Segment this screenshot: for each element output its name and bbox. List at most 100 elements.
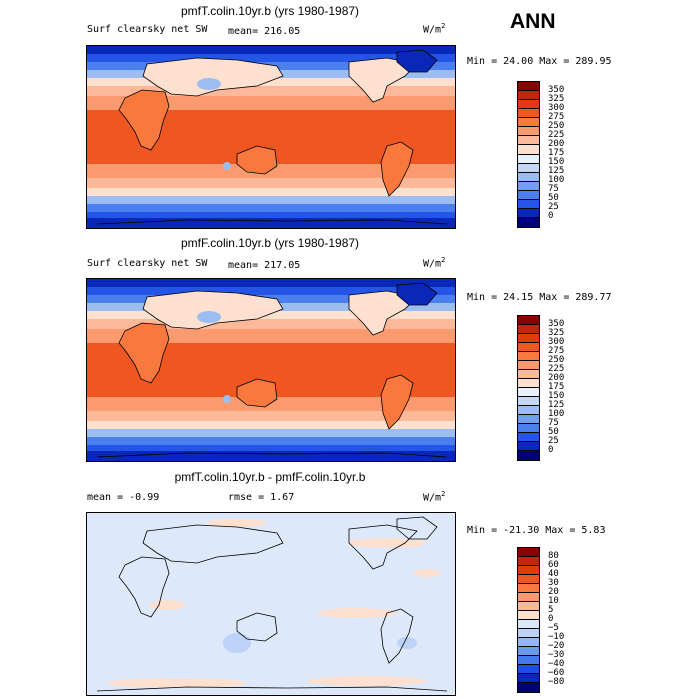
colorbar-cell xyxy=(518,334,539,343)
colorbar-tick-label: 0 xyxy=(548,211,554,222)
colorbar-cell xyxy=(518,647,539,656)
colorbar-cell xyxy=(518,442,539,451)
colorbar-tick-label: 175 xyxy=(548,148,565,158)
colorbar-tick-label: 60 xyxy=(548,559,559,570)
panel1-colorbar-labels: 350 325 300 275 250 225 200 175 150 125 100 75 50 25 0 xyxy=(548,81,588,226)
colorbar-cell xyxy=(518,656,539,665)
colorbar-tick-label: 10 xyxy=(548,595,559,606)
colorbar-cell xyxy=(518,566,539,575)
colorbar-cell xyxy=(518,406,539,415)
colorbar-cell xyxy=(518,190,539,200)
colorbar-tick-label: 125 xyxy=(548,166,565,177)
colorbar-cell xyxy=(518,82,539,92)
colorbar-cell xyxy=(518,172,539,182)
colorbar-cell xyxy=(518,593,539,602)
colorbar-cell xyxy=(518,127,539,137)
colorbar-cell xyxy=(518,602,539,611)
panel2-colorbar xyxy=(517,315,540,461)
colorbar-cell xyxy=(518,352,539,361)
panel1-left-label: Surf clearsky net SW xyxy=(87,24,208,35)
colorbar-tick-label: 325 xyxy=(548,93,565,104)
panel1-map xyxy=(86,45,456,229)
colorbar-tick-label: −5 xyxy=(548,622,559,633)
season-label: ANN xyxy=(510,10,556,33)
colorbar-cell xyxy=(518,683,539,692)
colorbar-tick-label: −30 xyxy=(548,649,565,660)
panel3-title: pmfT.colin.10yr.b - pmfF.colin.10yr.b xyxy=(174,470,366,484)
colorbar-tick-label: 50 xyxy=(548,426,559,437)
colorbar-tick-label: 350 xyxy=(548,318,565,329)
panel2-stats: Min = 24.15 Max = 289.77 xyxy=(467,292,612,303)
panel2-units: W/m2 xyxy=(423,256,446,270)
colorbar-cell xyxy=(518,674,539,683)
colorbar-tick-label: 275 xyxy=(548,111,565,122)
colorbar-tick-label: 125 xyxy=(548,399,565,410)
panel2-title: pmfF.colin.10yr.b (yrs 1980-1987) xyxy=(180,236,360,250)
colorbar-cell xyxy=(518,361,539,370)
panel2-left-label: Surf clearsky net SW xyxy=(87,258,208,269)
colorbar-cell xyxy=(518,208,539,218)
colorbar-tick-label: 25 xyxy=(548,202,559,213)
panel3-stats: Min = -21.30 Max = 5.83 xyxy=(467,525,606,536)
colorbar-cell xyxy=(518,665,539,674)
colorbar-cell xyxy=(518,397,539,406)
colorbar-tick-label: −20 xyxy=(548,640,565,651)
colorbar-tick-label: 100 xyxy=(548,175,565,186)
panel3-units: W/m2 xyxy=(423,490,446,504)
colorbar-tick-label: 325 xyxy=(548,327,565,338)
colorbar-tick-label: 300 xyxy=(548,102,565,113)
colorbar-cell xyxy=(518,325,539,334)
colorbar-tick-label: 250 xyxy=(548,354,565,365)
colorbar-cell xyxy=(518,145,539,155)
colorbar-cell xyxy=(518,451,539,460)
colorbar-cell xyxy=(518,575,539,584)
panel3-map-svg xyxy=(87,513,455,695)
panel3-colorbar xyxy=(517,547,540,693)
colorbar-tick-label: 40 xyxy=(548,568,559,579)
colorbar-cell xyxy=(518,199,539,209)
colorbar-tick-label: 150 xyxy=(548,157,565,168)
colorbar-tick-label: 0 xyxy=(548,613,554,624)
panel1-colorbar xyxy=(517,81,540,228)
colorbar-cell xyxy=(518,181,539,191)
colorbar-cell xyxy=(518,433,539,442)
colorbar-tick-label: 200 xyxy=(548,138,565,149)
panel1-units: W/m2 xyxy=(423,22,446,36)
colorbar-cell xyxy=(518,109,539,119)
colorbar-tick-label: −10 xyxy=(548,631,565,642)
colorbar-cell xyxy=(518,316,539,325)
panel3-map xyxy=(86,512,456,696)
colorbar-cell xyxy=(518,91,539,101)
colorbar-tick-label: −60 xyxy=(548,667,565,678)
colorbar-tick-label: 350 xyxy=(548,84,565,95)
colorbar-cell xyxy=(518,611,539,620)
colorbar-tick-label: 20 xyxy=(548,586,559,597)
colorbar-tick-label: 5 xyxy=(548,604,554,615)
panel3-mean-label: mean = -0.99 xyxy=(87,492,160,503)
colorbar-cell xyxy=(518,100,539,110)
colorbar-cell xyxy=(518,620,539,629)
colorbar-cell xyxy=(518,388,539,397)
colorbar-tick-label: 25 xyxy=(548,435,559,446)
panel2-map-svg xyxy=(87,279,455,461)
colorbar-cell xyxy=(518,370,539,379)
panel2-mean-label: mean= 217.05 xyxy=(228,260,301,271)
colorbar-cell xyxy=(518,136,539,146)
colorbar-tick-label: 250 xyxy=(548,120,565,131)
colorbar-cell xyxy=(518,154,539,164)
panel2-colorbar-labels: 350 325 300 275 250 225 200 175 150 125 100 75 50 25 0 xyxy=(548,315,588,459)
colorbar-tick-label: 225 xyxy=(548,129,565,140)
colorbar-cell xyxy=(518,217,539,227)
panel3-rmse-label: rmse = 1.67 xyxy=(228,492,295,503)
colorbar-cell xyxy=(518,379,539,388)
panel3-colorbar-labels: 80 60 40 30 20 10 5 0 −5 −10 −20 −30 −40 −60 −80 xyxy=(548,547,588,691)
colorbar-cell xyxy=(518,118,539,128)
colorbar-tick-label: 75 xyxy=(548,184,559,195)
colorbar-cell xyxy=(518,638,539,647)
colorbar-tick-label: 175 xyxy=(548,381,565,392)
colorbar-cell xyxy=(518,548,539,557)
panel1-title: pmfT.colin.10yr.b (yrs 1980-1987) xyxy=(180,4,360,18)
colorbar-tick-label: 0 xyxy=(548,444,554,455)
colorbar-cell xyxy=(518,163,539,173)
panel1-map-svg xyxy=(87,46,455,228)
